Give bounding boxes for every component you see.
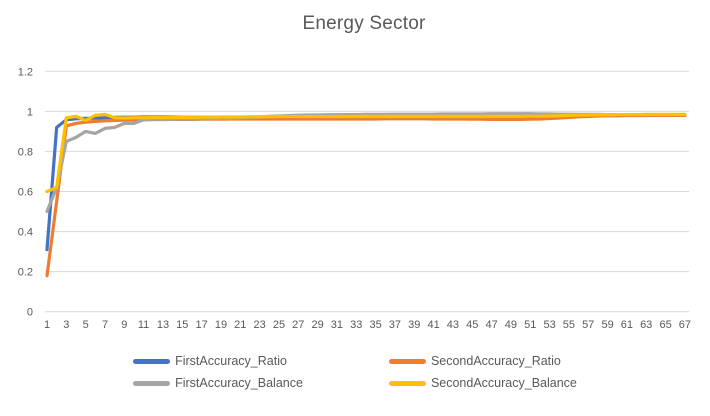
- x-axis-tick-label: 39: [408, 319, 420, 331]
- x-axis-tick-label: 13: [157, 319, 169, 331]
- x-axis-tick-label: 45: [466, 319, 478, 331]
- y-axis-tick-label: 0.6: [18, 187, 33, 199]
- y-axis-tick-label: 1.2: [18, 66, 33, 78]
- legend-item-firstaccuracy-ratio[interactable]: FirstAccuracy_Ratio: [133, 354, 303, 368]
- chart-legend: FirstAccuracy_Ratio SecondAccuracy_Ratio…: [0, 354, 710, 390]
- chart-title: Energy Sector: [302, 13, 426, 34]
- x-axis-tick-label: 15: [176, 319, 188, 331]
- y-axis-tick-label: 0: [27, 307, 33, 319]
- x-axis-tick-label: 31: [331, 319, 343, 331]
- x-axis-tick-label: 61: [621, 319, 633, 331]
- x-axis-tick-label: 55: [563, 319, 575, 331]
- x-axis-tick-label: 19: [215, 319, 227, 331]
- x-axis-tick-label: 21: [234, 319, 246, 331]
- x-axis-tick-label: 53: [543, 319, 555, 331]
- x-axis-tick-label: 37: [389, 319, 401, 331]
- x-axis-tick-label: 7: [102, 319, 108, 331]
- x-axis-tick-label: 11: [138, 319, 149, 331]
- y-axis-tick-label: 0.4: [18, 227, 33, 239]
- series-line-firstaccuracy_balance[interactable]: [45, 112, 687, 214]
- x-axis-tick-label: 35: [369, 319, 381, 331]
- x-axis-tick-label: 33: [350, 319, 362, 331]
- x-axis-tick-label: 43: [447, 319, 459, 331]
- x-axis-tick-label: 17: [195, 319, 207, 331]
- x-axis-tick-label: 47: [485, 319, 497, 331]
- x-axis-tick-label: 29: [311, 319, 323, 331]
- legend-item-secondaccuracy-balance[interactable]: SecondAccuracy_Balance: [388, 376, 577, 390]
- legend-label: SecondAccuracy_Balance: [430, 376, 577, 390]
- legend-item-firstaccuracy-balance[interactable]: FirstAccuracy_Balance: [133, 376, 303, 390]
- legend-swatch-line: [388, 358, 426, 364]
- series-line-secondaccuracy_balance[interactable]: [45, 112, 687, 194]
- y-axis-tick-label: 1: [27, 106, 33, 118]
- x-axis-tick-label: 67: [679, 319, 691, 331]
- legend-label: SecondAccuracy_Ratio: [430, 354, 561, 368]
- y-axis-tick-label: 0.2: [18, 267, 33, 279]
- legend-item-secondaccuracy-ratio[interactable]: SecondAccuracy_Ratio: [388, 354, 577, 368]
- legend-swatch-line: [133, 358, 171, 364]
- x-axis-tick-label: 1: [44, 319, 50, 331]
- series-line-secondaccuracy_ratio[interactable]: [45, 113, 687, 278]
- legend-swatch-line: [388, 380, 426, 386]
- x-axis-tick-label: 59: [601, 319, 613, 331]
- legend-swatch-line: [133, 380, 171, 386]
- legend-label: FirstAccuracy_Balance: [175, 376, 303, 390]
- x-axis-tick-label: 65: [659, 319, 671, 331]
- x-axis-tick-label: 27: [292, 319, 304, 331]
- series-line-firstaccuracy_ratio[interactable]: [45, 113, 687, 252]
- x-axis-tick-label: 41: [427, 319, 439, 331]
- x-axis-tick-label: 49: [505, 319, 517, 331]
- x-axis-tick-label: 51: [524, 319, 536, 331]
- x-axis-tick-label: 57: [582, 319, 594, 331]
- x-axis-tick-label: 23: [253, 319, 265, 331]
- x-axis-tick-label: 5: [83, 319, 89, 331]
- legend-label: FirstAccuracy_Ratio: [175, 354, 287, 368]
- x-axis-tick-label: 9: [121, 319, 127, 331]
- x-axis-tick-label: 3: [63, 319, 69, 331]
- x-axis-tick-label: 25: [273, 319, 285, 331]
- x-axis-tick-label: 63: [640, 319, 652, 331]
- y-axis-tick-label: 0.8: [18, 146, 33, 158]
